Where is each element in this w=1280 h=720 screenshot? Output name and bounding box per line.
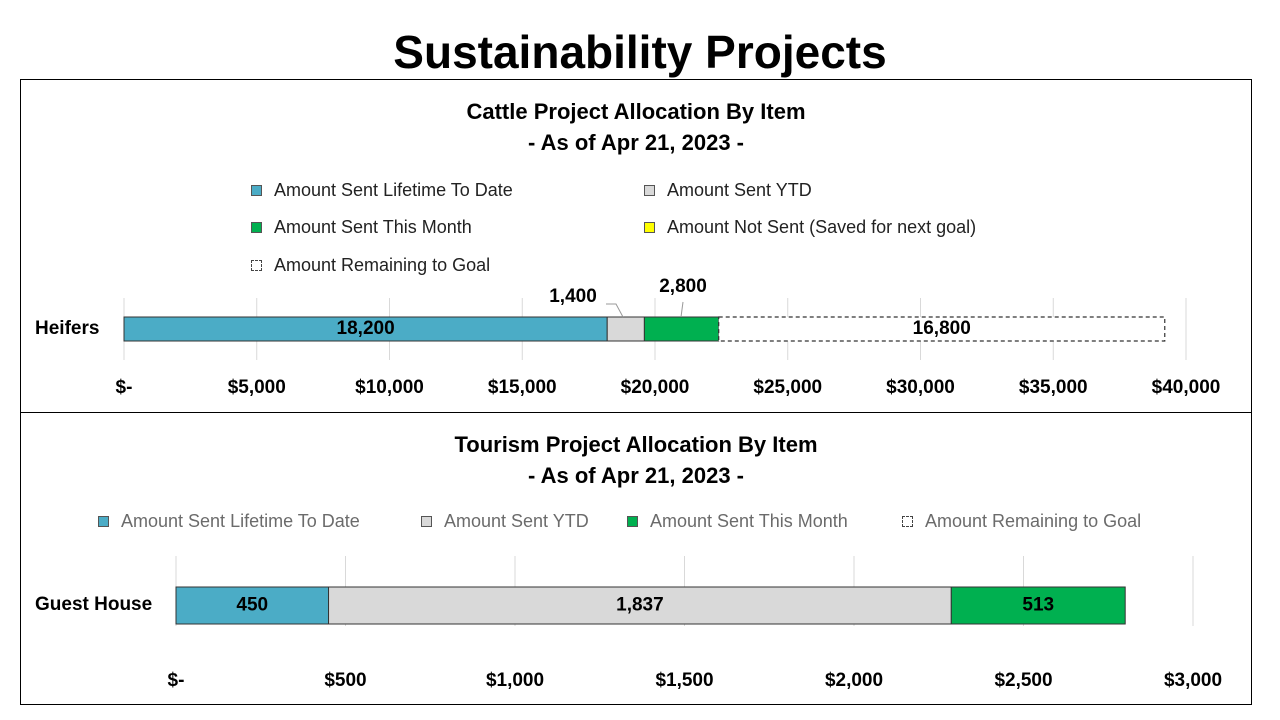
cattle-legend-month: Amount Sent This Month (251, 216, 472, 238)
tourism-legend-month: Amount Sent This Month (627, 510, 848, 532)
legend-label: Amount Sent YTD (444, 511, 589, 531)
x-tick-label: $- (116, 377, 133, 398)
legend-swatch-dashed-icon (251, 259, 262, 271)
bar-segment (175, 586, 330, 625)
x-tick-label: $10,000 (355, 377, 424, 398)
data-label: 1,400 (549, 286, 597, 307)
x-tick-label: $- (168, 670, 185, 691)
legend-label: Amount Sent YTD (667, 180, 812, 200)
x-tick-label: $30,000 (886, 377, 955, 398)
legend-swatch-icon (644, 184, 655, 196)
bar-segment (643, 316, 720, 342)
category-label: Heifers (35, 318, 99, 339)
cattle-chart-title: Cattle Project Allocation By Item (466, 99, 806, 124)
bar-segment (606, 316, 645, 342)
tourism-legend-remaining: Amount Remaining to Goal (902, 510, 1141, 532)
leader-line (606, 303, 624, 318)
bar-segment (950, 586, 1126, 625)
data-label: 16,800 (913, 318, 971, 339)
cattle-chart-subtitle: - As of Apr 21, 2023 - (528, 130, 744, 155)
page-title: Sustainability Projects (393, 26, 887, 78)
tourism-chart-plot: $- $500 $1,000 $1,500 $2,000 $2,500 $3,000 Gues… (35, 556, 1222, 691)
data-label: 1,837 (616, 595, 664, 616)
legend-label: Amount Sent Lifetime To Date (121, 511, 360, 531)
x-tick-label: $1,000 (486, 670, 544, 691)
legend-swatch-icon (251, 184, 262, 196)
x-tick-label: $500 (324, 670, 366, 691)
x-tick-label: $2,000 (825, 670, 883, 691)
legend-label: Amount Sent This Month (274, 217, 472, 237)
data-label: 450 (236, 595, 268, 616)
legend-swatch-dashed-icon (902, 515, 913, 527)
data-label: 18,200 (337, 318, 395, 339)
x-tick-label: $25,000 (753, 377, 822, 398)
tourism-chart-title: Tourism Project Allocation By Item (454, 432, 818, 457)
bar-segment (123, 316, 608, 342)
cattle-legend-remaining: Amount Remaining to Goal (251, 254, 490, 276)
x-tick-label: $3,000 (1164, 670, 1222, 691)
x-tick-label: $2,500 (994, 670, 1052, 691)
x-tick-label: $15,000 (488, 377, 557, 398)
x-tick-label: $20,000 (621, 377, 690, 398)
legend-swatch-icon (421, 515, 432, 527)
category-label: Guest House (35, 594, 152, 615)
data-label: 2,800 (659, 276, 707, 297)
tourism-legend-ytd: Amount Sent YTD (421, 510, 589, 532)
legend-swatch-icon (98, 515, 109, 527)
legend-label: Amount Remaining to Goal (274, 255, 491, 275)
tourism-chart-panel: Tourism Project Allocation By Item - As … (20, 412, 1252, 705)
x-tick-label: $1,500 (655, 670, 713, 691)
cattle-chart-plot: $- $5,000 $10,000 $15,000 $20,000 $25,000 $30,… (35, 276, 1221, 398)
leader-line (680, 301, 684, 318)
legend-swatch-icon (251, 221, 262, 233)
cattle-chart-panel: Cattle Project Allocation By Item - As o… (20, 79, 1252, 413)
cattle-legend-not-sent: Amount Not Sent (Saved for next goal) (644, 216, 976, 238)
bar-segment (328, 586, 952, 625)
legend-label: Amount Sent Lifetime To Date (274, 180, 513, 200)
data-label: 513 (1022, 595, 1054, 616)
x-tick-label: $35,000 (1019, 377, 1088, 398)
bar-segment (718, 316, 1166, 342)
tourism-legend-lifetime: Amount Sent Lifetime To Date (98, 510, 360, 532)
legend-swatch-icon (644, 221, 655, 233)
tourism-chart-subtitle: - As of Apr 21, 2023 - (528, 463, 744, 488)
cattle-legend-lifetime: Amount Sent Lifetime To Date (251, 179, 513, 201)
x-tick-label: $5,000 (228, 377, 286, 398)
cattle-legend-ytd: Amount Sent YTD (644, 179, 812, 201)
legend-label: Amount Sent This Month (650, 511, 848, 531)
legend-label: Amount Remaining to Goal (925, 511, 1142, 531)
x-tick-label: $40,000 (1152, 377, 1221, 398)
legend-swatch-icon (627, 515, 638, 527)
legend-label: Amount Not Sent (Saved for next goal) (667, 217, 977, 237)
